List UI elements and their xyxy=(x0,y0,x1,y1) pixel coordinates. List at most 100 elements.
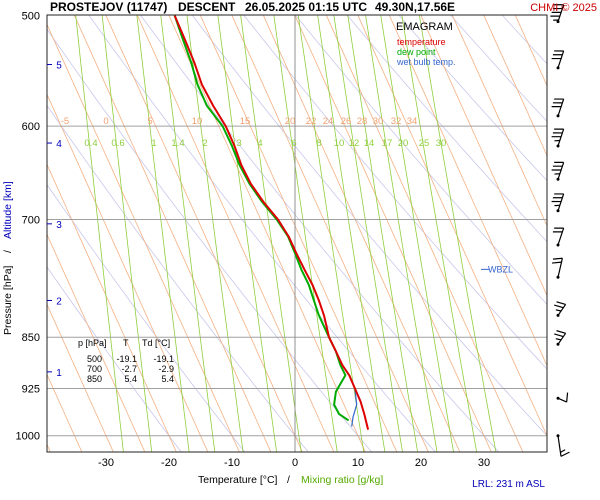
mixing-ratio-label: 8 xyxy=(316,138,321,149)
dry-adiabat xyxy=(47,28,373,452)
wind-barb xyxy=(554,330,567,346)
table-cell: -19.1 xyxy=(153,354,174,364)
dry-adiabat xyxy=(449,15,547,123)
pseudo-adiabat xyxy=(514,15,547,87)
mixing-ratio-line xyxy=(136,15,190,452)
sounding-mode: DESCENT xyxy=(178,0,236,14)
dry-adiabat xyxy=(88,15,436,452)
wind-barb-station xyxy=(556,66,560,70)
isotherm-label: 32 xyxy=(391,116,402,127)
temperature-tick-label: -20 xyxy=(161,457,177,469)
pseudo-adiabat xyxy=(294,15,492,452)
mixing-ratio-label: 14 xyxy=(364,138,375,149)
temperature-profile-line xyxy=(173,15,370,430)
wind-barb-station xyxy=(556,177,560,181)
pressure-tick-label: 600 xyxy=(22,121,40,133)
wind-barb-station xyxy=(556,434,560,438)
pseudo-adiabat xyxy=(199,15,398,452)
lrl-label: LRL: 231 m ASL xyxy=(472,479,545,490)
altitude-tick-label: 2 xyxy=(56,296,62,307)
wind-barb-shaft xyxy=(557,397,567,403)
table-cell: -19.1 xyxy=(116,354,137,364)
pressure-tick-label: 500 xyxy=(22,11,40,23)
wind-barb xyxy=(556,392,569,403)
table-header-t: T xyxy=(123,338,129,348)
mixing-ratio-line xyxy=(160,15,216,452)
altitude-tick-label: 4 xyxy=(56,139,62,150)
dry-adiabat xyxy=(398,15,547,182)
wind-barb-station xyxy=(556,209,560,213)
x-axis-title-temperature: Temperature [°C] xyxy=(198,474,278,486)
x-axis-title-mixing: Mixing ratio [g/kg] xyxy=(301,474,383,486)
table-cell: 700 xyxy=(87,364,102,374)
mixing-ratio-label: 1 xyxy=(151,138,156,149)
pseudo-adiabat xyxy=(546,15,547,17)
pseudo-adiabat xyxy=(325,15,524,452)
isotherm-label: 22 xyxy=(306,116,317,127)
wind-barb xyxy=(551,98,565,118)
copyright: CHMI © 2025 xyxy=(530,2,597,14)
x-axis-title-sep: / xyxy=(287,474,290,486)
pseudo-adiabat xyxy=(47,23,240,452)
dry-adiabat xyxy=(531,0,600,460)
dry-adiabat xyxy=(243,15,547,370)
y-axis-title-pressure: Pressure [hPa] xyxy=(2,265,14,335)
wind-barb-half-feather xyxy=(560,449,566,453)
pressure-tick-label: 700 xyxy=(22,215,40,227)
mixing-ratio-line xyxy=(365,15,438,452)
wind-barb-station xyxy=(556,396,560,400)
pseudo-adiabat xyxy=(483,15,547,157)
wind-barb-feather xyxy=(556,330,566,334)
wind-barb-station xyxy=(556,20,560,24)
y-axis-title-altitude: Altitude [km] xyxy=(2,181,14,239)
table-cell: 5.4 xyxy=(161,374,174,384)
wind-barb xyxy=(554,301,567,317)
wind-barb-station xyxy=(556,114,560,118)
altitude-tick-label: 1 xyxy=(56,368,62,379)
wbzl-label: WBZL xyxy=(488,264,513,274)
mixing-ratio-label: 1.4 xyxy=(171,138,184,149)
pseudo-adiabat xyxy=(168,15,366,452)
wind-barb-feather xyxy=(554,304,564,309)
chart-title: EMAGRAM xyxy=(396,21,453,33)
pseudo-adiabat xyxy=(451,15,547,227)
station-title: PROSTEJOV (11747) xyxy=(50,0,167,14)
mixing-ratio-label: 30 xyxy=(436,138,447,149)
dry-adiabat xyxy=(47,184,246,452)
pressure-tick-label: 925 xyxy=(22,383,40,395)
mixing-ratio-label: 3 xyxy=(236,138,241,149)
dry-adiabat xyxy=(346,15,547,243)
isotherm-label: 24 xyxy=(323,116,334,127)
wind-barb xyxy=(551,257,563,279)
table-cell: -2.7 xyxy=(121,364,137,374)
pseudo-adiabat xyxy=(47,163,177,452)
wind-barb xyxy=(550,4,565,24)
mixing-ratio-label: 12 xyxy=(349,138,360,149)
wind-barb xyxy=(551,50,565,70)
pseudo-adiabat xyxy=(388,15,547,367)
table-header-td: Td [°C] xyxy=(142,338,170,348)
mixing-ratio-line xyxy=(217,15,277,452)
mixing-ratio-line xyxy=(186,15,244,452)
pressure-tick-label: 850 xyxy=(22,332,40,344)
mixing-ratio-label: 2 xyxy=(202,138,207,149)
isotherm-label: 26 xyxy=(341,116,352,127)
temperature-tick-label: 10 xyxy=(352,457,364,469)
pseudo-adiabat xyxy=(136,15,335,452)
wind-barb xyxy=(551,128,565,148)
summary-table: p [hPa] T Td [°C] 500 -19.1 -19.1 700 -2… xyxy=(78,338,174,384)
mixing-ratio-label: 6 xyxy=(291,138,296,149)
wind-barb-feather xyxy=(560,451,570,457)
wind-barb-feather xyxy=(556,301,566,305)
table-cell: -2.9 xyxy=(158,364,174,374)
wind-barb xyxy=(551,161,565,181)
isotherm-label: 10 xyxy=(192,116,203,127)
wind-barb-station xyxy=(556,313,560,317)
pressure-tick-label: 1000 xyxy=(16,431,40,443)
temperature-tick-label: 0 xyxy=(292,457,298,469)
wind-barb xyxy=(552,227,565,247)
dry-adiabat xyxy=(583,0,600,460)
temperature-tick-label: 30 xyxy=(478,457,490,469)
pseudo-adiabat xyxy=(420,15,547,297)
mixing-ratio-line xyxy=(347,15,419,452)
